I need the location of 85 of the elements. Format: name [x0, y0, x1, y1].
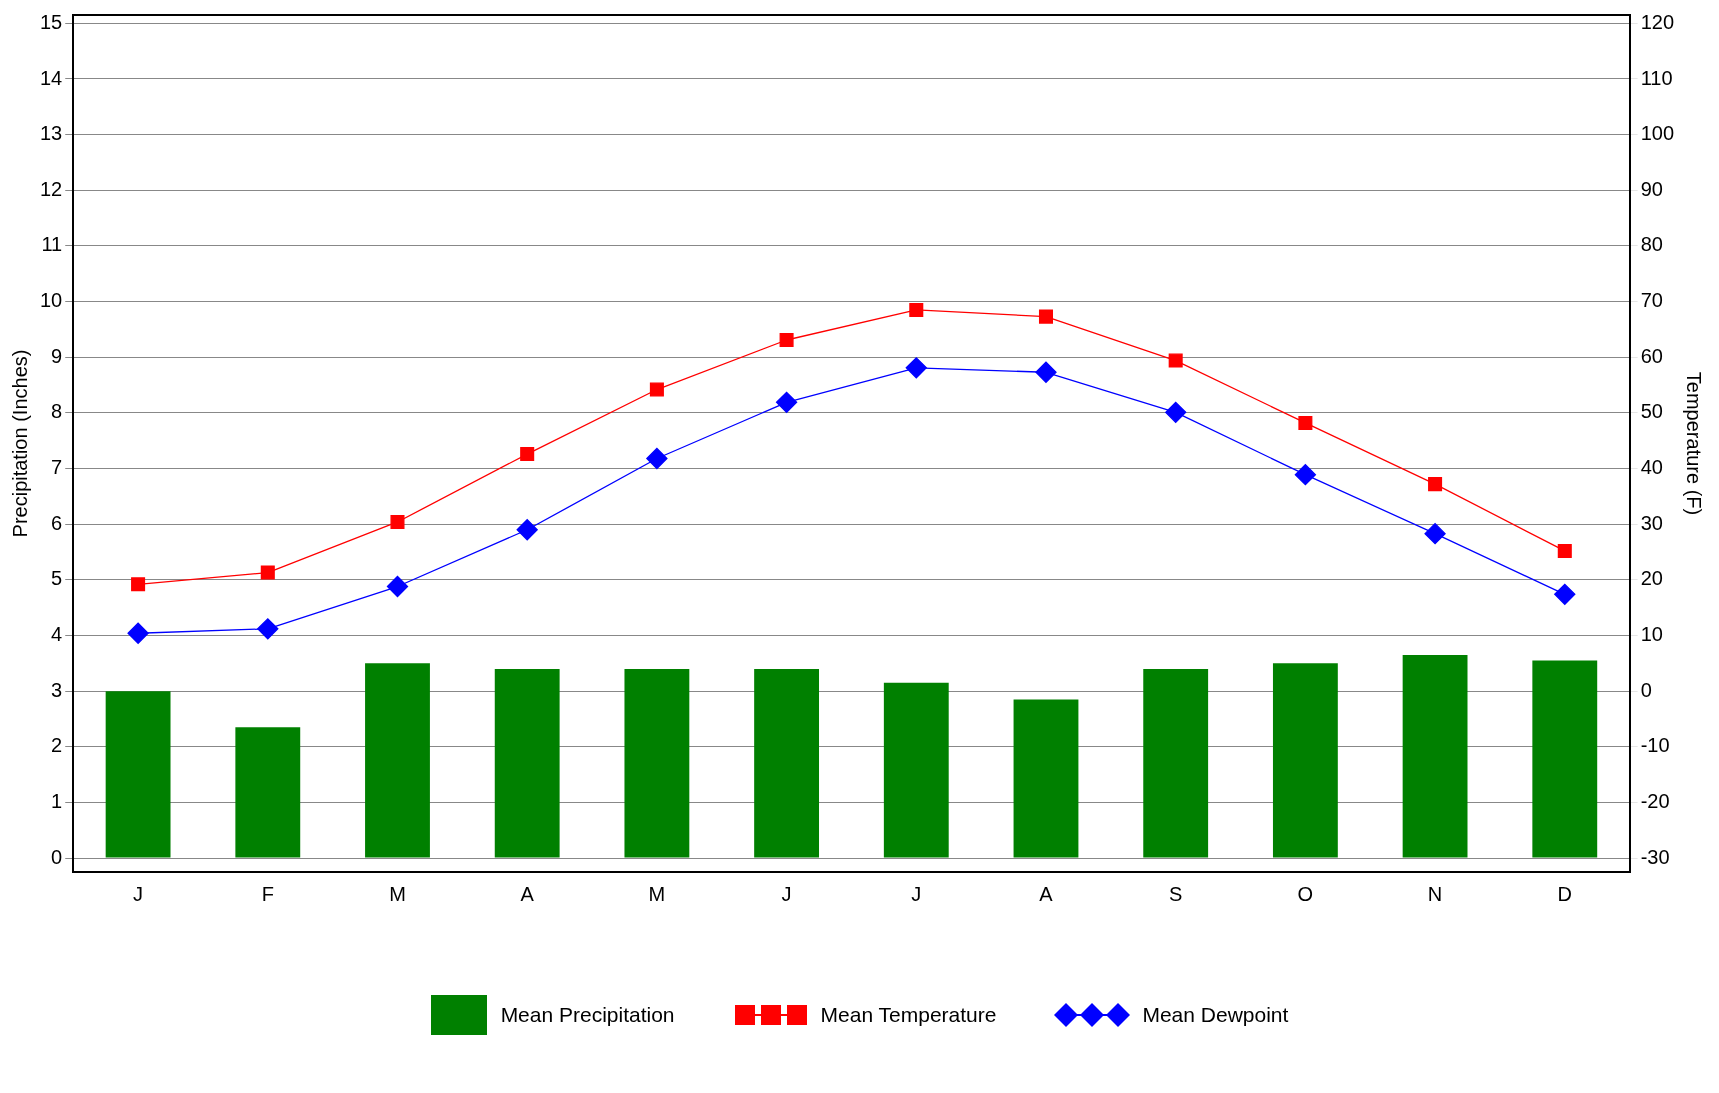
point — [127, 622, 149, 644]
y-tick-label: 10 — [40, 289, 63, 312]
bar — [624, 668, 690, 858]
point — [1554, 583, 1576, 605]
x-tick-label: N — [1427, 882, 1443, 905]
bar — [105, 691, 171, 858]
point — [779, 332, 794, 348]
y2-tick-label: 80 — [1640, 233, 1663, 256]
point — [386, 575, 409, 598]
point — [1294, 464, 1317, 486]
y-tick-label: 8 — [51, 400, 63, 423]
y2-tick-label: 110 — [1640, 66, 1673, 89]
point — [257, 618, 279, 640]
point — [649, 382, 664, 397]
y2-tick-label: 70 — [1640, 289, 1663, 312]
y-tick-label: 4 — [51, 623, 63, 646]
y-tick-label: 14 — [40, 66, 63, 89]
point — [1424, 523, 1446, 545]
x-tick-label: J — [781, 882, 792, 905]
y2-tick-label: 20 — [1640, 567, 1663, 590]
bar — [1272, 663, 1338, 858]
point — [1035, 361, 1057, 383]
point — [520, 447, 535, 462]
y-tick-label: 5 — [51, 567, 63, 590]
bar — [1013, 699, 1079, 858]
bar — [883, 682, 949, 858]
y2-tick-label: 10 — [1640, 623, 1663, 646]
point — [1165, 401, 1187, 423]
y-tick-label: 15 — [40, 10, 63, 33]
point — [905, 357, 927, 379]
point — [775, 391, 798, 413]
y2-tick-label: -30 — [1640, 845, 1670, 868]
bar — [365, 663, 430, 858]
x-tick-label: M — [648, 882, 666, 905]
x-tick-label: A — [1039, 882, 1054, 905]
point — [1428, 477, 1443, 492]
x-tick-label: F — [261, 882, 274, 905]
bar — [754, 668, 820, 858]
y-axis-title: Precipitation (Inches) — [8, 349, 31, 538]
y-tick-label: 11 — [41, 233, 63, 256]
y2-tick-label: 50 — [1640, 400, 1663, 423]
legend-label: Mean Precipitation — [500, 1003, 675, 1027]
point — [260, 565, 275, 580]
y2-tick-label: 60 — [1640, 344, 1663, 367]
point — [646, 447, 668, 470]
y2-tick-label: -20 — [1640, 789, 1670, 812]
bar — [235, 727, 301, 858]
y2-tick-label: 120 — [1640, 10, 1675, 33]
y2-tick-label: 40 — [1640, 456, 1663, 479]
y-tick-label: 3 — [51, 678, 63, 701]
point — [909, 302, 924, 317]
y2-tick-label: 100 — [1640, 122, 1675, 145]
point — [131, 577, 146, 592]
x-tick-label: O — [1297, 882, 1314, 905]
x-tick-label: J — [133, 882, 144, 905]
x-tick-label: D — [1557, 882, 1573, 905]
y-tick-label: 7 — [51, 456, 63, 479]
bar — [1143, 668, 1209, 858]
y-tick-label: 0 — [51, 845, 63, 868]
x-tick-label: J — [911, 882, 922, 905]
y2-tick-label: 30 — [1640, 511, 1663, 534]
bar — [1402, 654, 1468, 858]
y-tick-label: 13 — [40, 122, 63, 145]
point — [390, 514, 405, 529]
y2-tick-label: 90 — [1640, 177, 1663, 200]
point — [1168, 353, 1183, 368]
point — [516, 519, 538, 541]
y-tick-label: 2 — [51, 734, 63, 757]
x-tick-label: A — [520, 882, 535, 905]
bar — [1532, 660, 1598, 858]
y-tick-label: 6 — [51, 511, 63, 534]
point — [1038, 309, 1053, 324]
bar — [494, 668, 560, 858]
legend-label: Mean Temperature — [820, 1003, 997, 1027]
point — [1298, 415, 1313, 430]
point — [1557, 543, 1572, 558]
x-tick-label: M — [389, 882, 406, 905]
y-tick-label: 1 — [51, 789, 63, 812]
y2-axis-title: Temperature (F) — [1683, 371, 1706, 516]
x-tick-label: S — [1169, 882, 1183, 905]
y2-tick-label: -10 — [1640, 734, 1670, 757]
y2-tick-label: 0 — [1640, 678, 1652, 701]
y-tick-label: 9 — [51, 344, 63, 367]
y-tick-label: 12 — [40, 177, 63, 200]
legend-label: Mean Dewpoint — [1142, 1003, 1289, 1027]
